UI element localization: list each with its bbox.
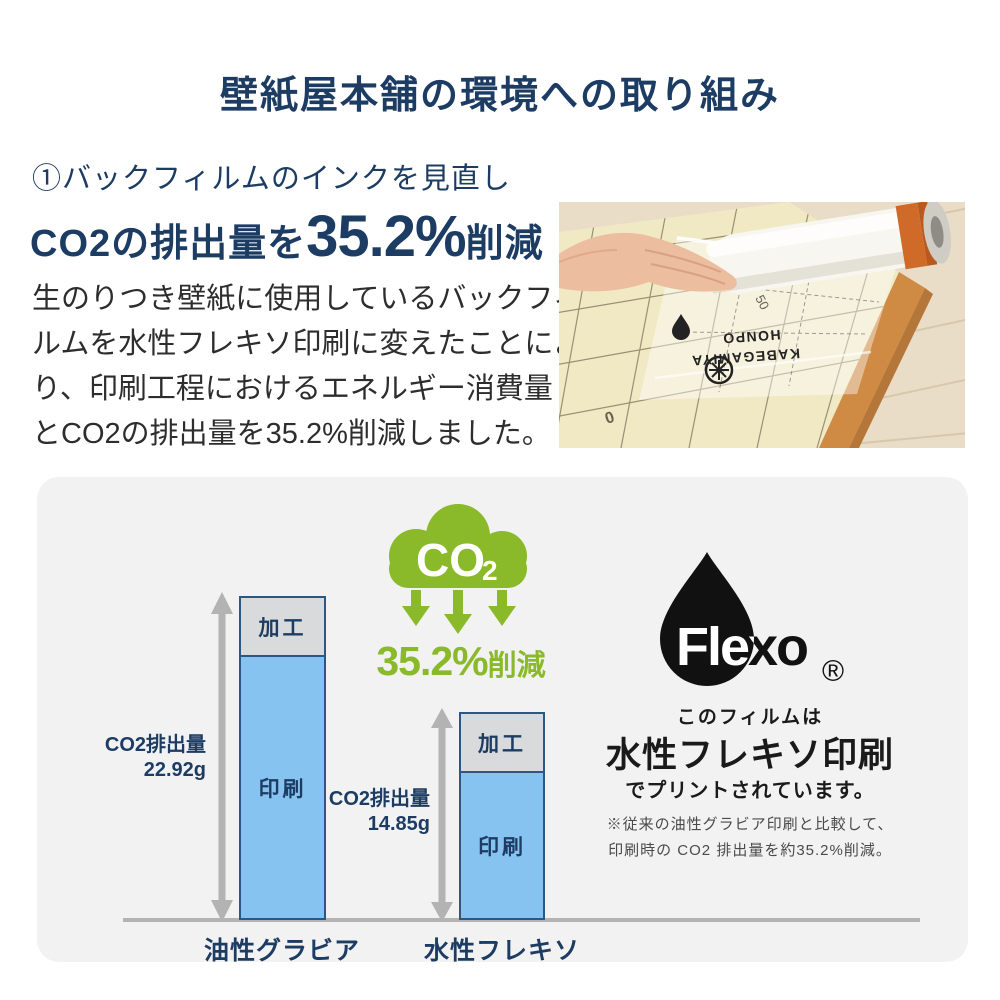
section-heading: ①バックフィルムのインクを見直し <box>32 163 511 195</box>
body-line: とCO2の排出量を35.2%削減しました。 <box>32 418 551 450</box>
segment-label: 印刷 <box>478 835 526 859</box>
headline: CO2の排出量を35.2%削減 <box>30 203 544 270</box>
hand <box>559 232 737 292</box>
total-label-text: CO2排出量 <box>328 788 430 810</box>
film-caption-top: このフィルムは <box>676 707 824 728</box>
total-label-text: CO2排出量 <box>104 734 206 756</box>
footnote-line: 印刷時の CO2 排出量を約35.2%削減。 <box>608 842 892 859</box>
headline-value: 35.2% <box>306 204 466 269</box>
registered-mark: ® <box>822 655 844 688</box>
film-droplet-icon <box>672 314 690 340</box>
film-print-line2: HONPO <box>721 327 781 347</box>
segment-label: 印刷 <box>258 777 307 801</box>
reduction-suffix: 削減 <box>487 650 546 682</box>
bar-oil-gravure: 加工 印刷 <box>239 596 326 920</box>
segment-label: 加工 <box>258 616 307 640</box>
grid-number: 50 <box>752 292 772 312</box>
body-line: り、印刷工程におけるエネルギー消費量 <box>32 373 553 405</box>
page-title: 壁紙屋本舗の環境への取り組み <box>219 75 780 117</box>
measure-arrow-water <box>431 708 453 922</box>
footnote-line: ※従来の油性グラビア印刷と比較して、 <box>606 816 894 833</box>
film-caption-main: 水性フレキソ印刷 <box>605 736 894 775</box>
film-emblem-icon <box>704 355 734 385</box>
cloud-co2-text: CO <box>416 534 485 586</box>
headline-prefix: CO2の排出量を <box>30 223 307 265</box>
flexo-wordmark: Flexo <box>676 617 807 677</box>
cloud-co2-sub: 2 <box>482 555 498 586</box>
footnote: ※従来の油性グラビア印刷と比較して、 印刷時の CO2 排出量を約35.2%削減… <box>570 812 930 864</box>
category-label-water: 水性フレキソ <box>423 937 580 965</box>
flexo-wordmark-overlay: Flexo <box>676 617 807 677</box>
total-label-value: 14.85g <box>367 813 430 835</box>
bar-water-flexo: 加工 印刷 <box>459 712 545 920</box>
body-paragraph: 生のりつき壁紙に使用しているバックフィ ルムを水性フレキソ印刷に変えたことによ … <box>32 277 582 457</box>
film-print-line1: KABEGAMIYA <box>690 345 800 369</box>
chart-axis-line <box>123 918 920 922</box>
flexo-droplet-icon <box>660 552 754 686</box>
headline-suffix: 削減 <box>465 223 544 265</box>
co2-cloud-icon: CO 2 <box>389 504 527 634</box>
category-label-oil: 油性グラビア <box>203 937 360 965</box>
total-label-oil: CO2排出量 22.92g <box>74 733 206 783</box>
body-line: ルムを水性フレキソ印刷に変えたことによ <box>32 328 583 360</box>
bar-segment-printing: 印刷 <box>241 657 324 918</box>
film-caption-sub: でプリントされています。 <box>625 780 875 802</box>
body-line: 生のりつき壁紙に使用しているバックフィ <box>32 283 582 315</box>
wallpaper-roll <box>706 202 951 294</box>
total-label-water: CO2排出量 14.85g <box>298 787 430 837</box>
wallpaper-edge <box>819 272 925 448</box>
bar-segment-processing: 加工 <box>461 714 543 773</box>
segment-label: 加工 <box>478 732 526 756</box>
photo-illustration: KABEGAMIYA HONPO 0 50 10 <box>559 202 965 448</box>
bar-segment-processing: 加工 <box>241 598 324 657</box>
bar-segment-printing: 印刷 <box>461 773 543 918</box>
product-photo: KABEGAMIYA HONPO 0 50 10 <box>559 202 965 448</box>
reduction-text: 35.2%削減 <box>331 638 591 685</box>
total-label-value: 22.92g <box>143 759 206 781</box>
film-print: KABEGAMIYA HONPO <box>690 327 800 369</box>
measure-arrow-oil <box>211 592 233 922</box>
reduction-value: 35.2% <box>376 638 488 684</box>
flexo-logo: Flexo Flexo ® <box>660 552 844 688</box>
